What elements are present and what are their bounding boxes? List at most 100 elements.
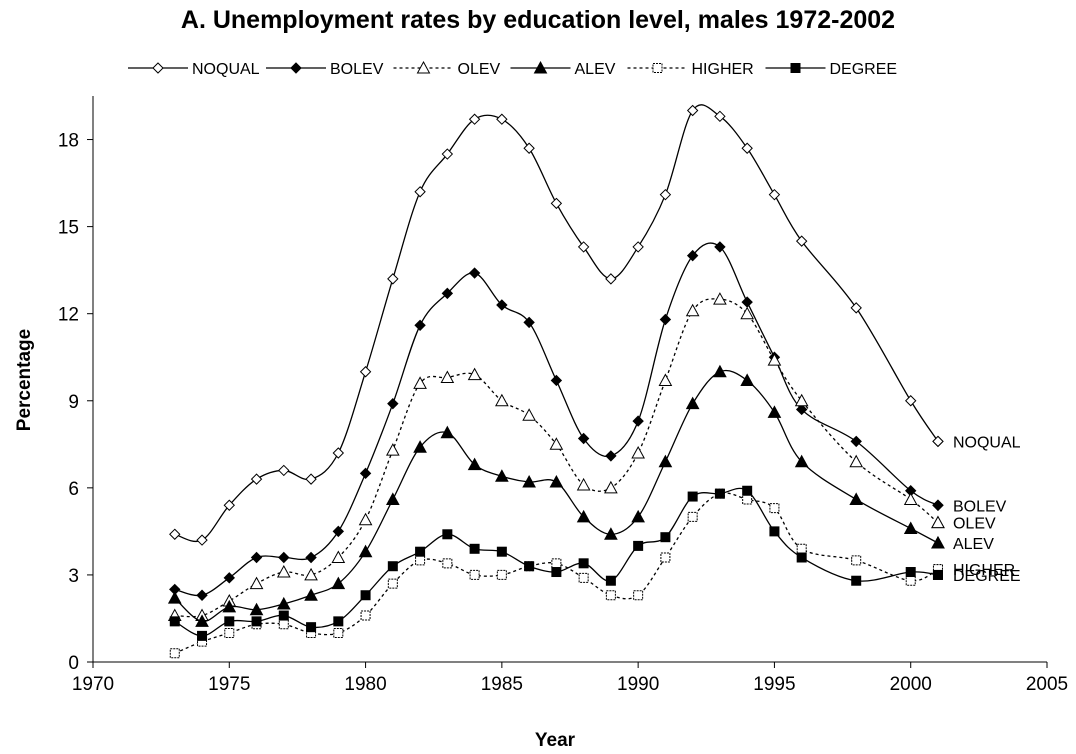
data-point-alev xyxy=(685,396,700,410)
data-point-higher xyxy=(742,494,753,505)
data-point-bolev xyxy=(605,450,617,462)
data-point-higher xyxy=(551,558,562,569)
data-point-degree xyxy=(714,488,725,499)
data-point-alev xyxy=(576,509,591,523)
legend-item-alev: ALEV xyxy=(510,60,616,78)
y-tick-label: 6 xyxy=(68,479,79,500)
data-point-bolev xyxy=(223,572,235,584)
data-point-higher xyxy=(578,572,589,583)
data-point-noqual xyxy=(169,528,181,540)
data-point-alev xyxy=(167,591,182,604)
data-point-degree xyxy=(251,616,262,627)
data-point-noqual xyxy=(686,104,699,117)
data-point-degree xyxy=(415,546,426,557)
data-point-alev xyxy=(549,474,564,488)
y-tick-label: 3 xyxy=(68,566,79,587)
data-point-olev xyxy=(658,373,673,386)
end-marker-alev xyxy=(931,535,945,549)
data-point-olev xyxy=(276,564,291,578)
x-tick-label: 2005 xyxy=(1026,674,1068,695)
data-point-olev xyxy=(604,480,618,494)
data-point-degree xyxy=(224,616,235,627)
data-point-noqual xyxy=(632,241,644,253)
end-label-olev: OLEV xyxy=(953,516,996,533)
data-point-bolev xyxy=(686,249,699,262)
data-point-olev xyxy=(304,567,318,581)
data-point-alev xyxy=(713,364,727,378)
data-point-degree xyxy=(769,526,780,537)
data-point-noqual xyxy=(577,241,590,253)
data-point-bolev xyxy=(414,319,426,332)
legend-label-bolev: BOLEV xyxy=(330,61,384,78)
y-tick-label: 15 xyxy=(58,218,79,239)
data-point-bolev xyxy=(741,296,753,308)
data-point-higher xyxy=(496,569,507,580)
data-point-bolev xyxy=(359,467,372,480)
data-point-alev xyxy=(413,440,427,453)
series-degree xyxy=(169,485,943,641)
data-point-noqual xyxy=(359,366,372,378)
end-label-degree: DEGREE xyxy=(953,568,1021,585)
y-tick-label: 9 xyxy=(68,392,79,413)
legend-label-alev: ALEV xyxy=(575,61,616,78)
data-point-bolev xyxy=(523,316,535,329)
data-point-higher xyxy=(278,619,289,630)
legend-item-bolev: BOLEV xyxy=(266,61,384,78)
x-tick-label: 1990 xyxy=(617,674,659,695)
data-point-alev xyxy=(794,454,809,468)
series-line-higher xyxy=(174,492,939,654)
data-point-alev xyxy=(767,405,782,418)
end-label-higher: HIGHER xyxy=(953,562,1015,579)
data-point-degree xyxy=(524,561,535,572)
x-tick-label: 1995 xyxy=(753,674,795,695)
data-point-higher xyxy=(387,578,398,589)
data-point-degree xyxy=(796,552,807,563)
data-point-higher xyxy=(687,511,698,522)
y-tick-label: 18 xyxy=(58,131,79,152)
legend-label-higher: HIGHER xyxy=(692,61,754,78)
y-tick-label: 12 xyxy=(58,305,79,326)
data-point-olev xyxy=(467,367,482,381)
data-point-noqual xyxy=(196,534,208,546)
data-point-olev xyxy=(713,292,727,305)
data-point-higher xyxy=(469,569,480,580)
data-point-bolev xyxy=(850,435,862,448)
data-point-noqual xyxy=(496,113,508,125)
data-point-olev xyxy=(522,408,536,421)
data-point-noqual xyxy=(850,302,862,314)
x-tick-label: 2000 xyxy=(890,674,932,695)
series-line-bolev xyxy=(174,242,939,597)
data-point-degree xyxy=(306,622,317,633)
data-point-noqual xyxy=(223,499,235,511)
data-point-degree xyxy=(387,561,398,572)
data-point-olev xyxy=(385,443,400,456)
data-point-degree xyxy=(851,575,862,586)
data-point-degree xyxy=(278,610,289,621)
legend-item-olev: OLEV xyxy=(393,60,501,78)
series-line-alev xyxy=(174,369,939,623)
data-point-degree xyxy=(905,567,916,578)
legend-item-degree: DEGREE xyxy=(765,61,897,78)
data-point-noqual xyxy=(605,273,617,285)
data-point-olev xyxy=(903,492,918,505)
data-point-olev xyxy=(413,376,427,389)
legend-marker-bolev xyxy=(290,62,302,74)
end-marker-bolev xyxy=(932,499,944,511)
legend-label-olev: OLEV xyxy=(458,61,501,78)
data-point-olev xyxy=(440,370,455,384)
x-tick-label: 1975 xyxy=(208,674,250,695)
legend-label-noqual: NOQUAL xyxy=(192,61,260,78)
x-tick-label: 1970 xyxy=(72,674,114,695)
data-point-alev xyxy=(467,457,482,471)
data-point-higher xyxy=(169,648,180,659)
x-tick-label: 1985 xyxy=(481,674,523,695)
data-point-degree xyxy=(633,540,644,551)
data-point-olev xyxy=(576,477,591,491)
data-point-higher xyxy=(769,503,780,514)
legend: NOQUAL BOLEV OLEV ALEV HIGHER DEGREE xyxy=(128,60,897,78)
data-point-alev xyxy=(522,474,536,488)
data-point-bolev xyxy=(632,415,644,427)
data-point-noqual xyxy=(468,113,481,125)
